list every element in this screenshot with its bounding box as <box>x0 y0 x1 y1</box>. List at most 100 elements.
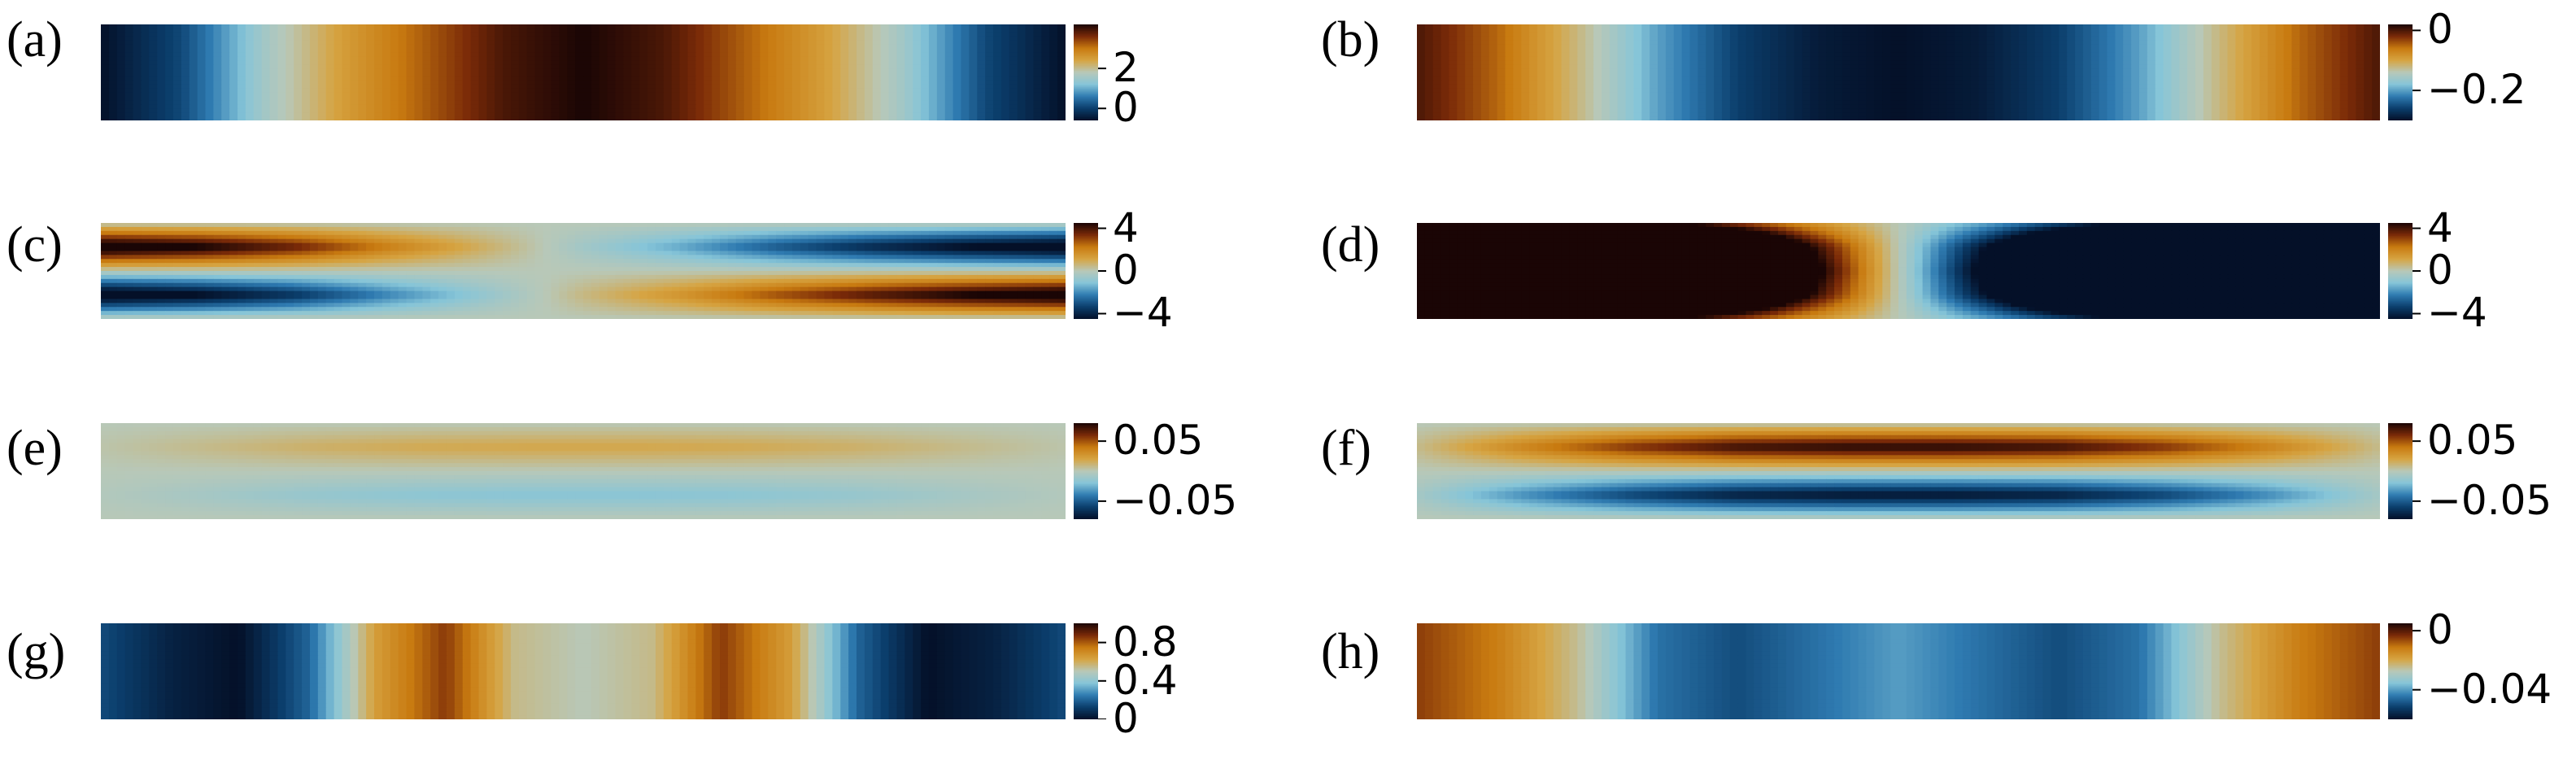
heatmap-cell <box>261 112 271 117</box>
heatmap-cell <box>1785 88 1795 94</box>
heatmap-cell <box>2011 40 2020 46</box>
heatmap-cell <box>302 92 311 98</box>
heatmap-cell <box>398 96 408 102</box>
heatmap-cell <box>969 100 978 105</box>
heatmap-cell <box>1569 60 1578 65</box>
heatmap-cell <box>1521 36 1530 41</box>
heatmap-cell <box>623 64 632 69</box>
heatmap-cell <box>655 72 665 77</box>
heatmap-cell <box>1465 44 1474 50</box>
heatmap-cell <box>1424 44 1434 50</box>
heatmap-cell <box>639 28 648 33</box>
heatmap-cell <box>470 60 480 65</box>
heatmap-cell <box>1754 36 1763 41</box>
heatmap-cell <box>1465 60 1474 65</box>
heatmap-cell <box>679 112 689 117</box>
heatmap-cell <box>928 108 938 113</box>
heatmap-cell <box>2179 44 2188 50</box>
heatmap-cell <box>840 108 849 113</box>
heatmap-cell <box>808 76 817 81</box>
heatmap-cell <box>1962 60 1972 65</box>
heatmap-cell <box>1537 32 1546 37</box>
heatmap-cell <box>1698 64 1706 69</box>
heatmap-cell <box>1898 28 1907 33</box>
heatmap-cell <box>2123 72 2132 77</box>
heatmap-cell <box>2267 64 2277 69</box>
heatmap-cell <box>599 108 608 113</box>
heatmap-cell <box>559 108 568 113</box>
heatmap-cell <box>302 44 311 50</box>
heatmap-cell <box>936 64 946 69</box>
heatmap-cell <box>2082 72 2092 77</box>
heatmap-cell <box>2364 32 2373 37</box>
heatmap-cell <box>936 48 946 54</box>
heatmap-cell <box>1650 52 1658 57</box>
heatmap-cell <box>623 56 632 61</box>
heatmap-cell <box>253 84 263 90</box>
heatmap-cell <box>944 32 954 37</box>
heatmap-cell <box>1545 76 1554 81</box>
heatmap-cell <box>478 88 487 94</box>
heatmap-cell <box>454 96 464 102</box>
heatmap-cell <box>2179 40 2188 46</box>
heatmap-cell <box>2323 64 2333 69</box>
heatmap-cell <box>1641 44 1650 50</box>
heatmap-cell <box>1658 60 1667 65</box>
heatmap-cell <box>1424 52 1434 57</box>
heatmap-cell <box>381 44 391 50</box>
heatmap-cell <box>655 52 665 57</box>
heatmap-cell <box>800 52 809 57</box>
heatmap-cell <box>470 96 480 102</box>
heatmap-cell <box>599 60 608 65</box>
heatmap-cell <box>743 56 753 61</box>
heatmap-cell <box>1962 64 1972 69</box>
heatmap-cell <box>1593 48 1602 54</box>
heatmap-cell <box>1505 68 1514 73</box>
heatmap-cell <box>575 104 584 109</box>
heatmap-cell <box>928 72 938 77</box>
heatmap-cell <box>1000 96 1010 102</box>
heatmap-cell <box>800 32 809 37</box>
heatmap-cell <box>1770 64 1779 69</box>
heatmap-cell <box>333 32 343 37</box>
heatmap-cell <box>197 84 207 90</box>
heatmap-cell <box>1978 64 1988 69</box>
heatmap-cell <box>671 96 681 102</box>
heatmap-cell <box>1553 72 1563 77</box>
heatmap-cell <box>848 48 857 54</box>
heatmap-cell <box>2251 76 2260 81</box>
heatmap-cell <box>2067 68 2076 73</box>
heatmap-cell <box>880 84 890 90</box>
heatmap-cell <box>888 72 898 77</box>
heatmap-cell <box>856 52 865 57</box>
heatmap-cell <box>872 24 882 29</box>
heatmap-cell <box>687 36 696 41</box>
heatmap-cell <box>776 40 785 46</box>
heatmap-cell <box>2003 24 2012 29</box>
heatmap-cell <box>1521 48 1530 54</box>
heatmap-cell <box>1962 56 1972 61</box>
heatmap-cell <box>2019 24 2028 29</box>
heatmap-cell <box>390 52 399 57</box>
heatmap-cell <box>2235 60 2244 65</box>
heatmap-cell <box>808 60 817 65</box>
heatmap-cell <box>1617 24 1627 29</box>
heatmap-cell <box>647 56 656 61</box>
heatmap-cell <box>952 100 962 105</box>
heatmap-cell <box>1521 68 1530 73</box>
heatmap-cell <box>1553 60 1563 65</box>
heatmap-cell <box>1041 108 1050 113</box>
heatmap-cell <box>1505 28 1514 33</box>
heatmap-cell <box>840 56 849 61</box>
heatmap-cell <box>993 64 1002 69</box>
heatmap-cell <box>720 96 729 102</box>
heatmap-cell <box>1000 108 1010 113</box>
heatmap-cell <box>687 88 696 94</box>
heatmap-cell <box>2075 52 2084 57</box>
heatmap-cell <box>2203 56 2212 61</box>
heatmap-cell <box>599 48 608 54</box>
heatmap-cell <box>1561 52 1571 57</box>
heatmap-cell <box>229 56 238 61</box>
heatmap-cell <box>2147 76 2156 81</box>
heatmap-cell <box>623 108 632 113</box>
